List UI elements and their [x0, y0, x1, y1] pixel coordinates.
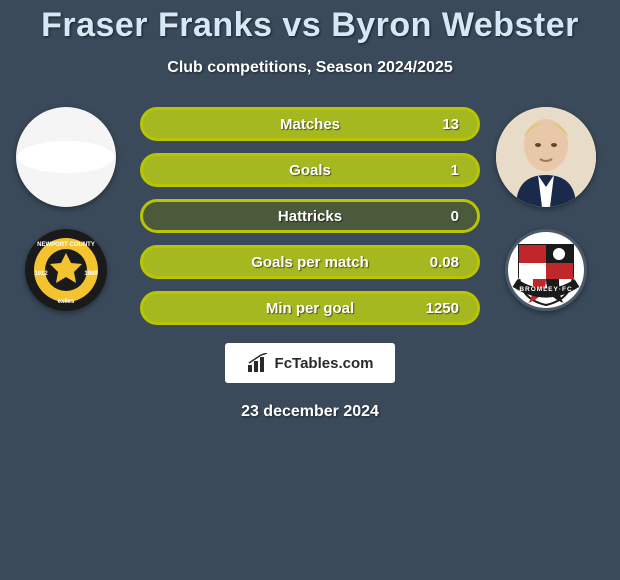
- stat-row: Matches13: [140, 107, 480, 141]
- svg-text:1989: 1989: [84, 271, 98, 277]
- comparison-subtitle: Club competitions, Season 2024/2025: [0, 59, 620, 77]
- stat-label: Goals per match: [201, 254, 419, 271]
- svg-text:BROMLEY·FC: BROMLEY·FC: [519, 286, 572, 293]
- stat-rows: Matches13 Goals1 Hattricks0 Goals per match…: [140, 107, 480, 325]
- chart-icon: [247, 353, 269, 373]
- stat-row: Hattricks0: [140, 199, 480, 233]
- right-player-photo: [496, 107, 596, 207]
- right-club-badge: BROMLEY·FC: [505, 229, 587, 311]
- stat-label: Hattricks: [201, 208, 419, 225]
- branding-badge: FcTables.com: [225, 343, 395, 383]
- svg-text:1912: 1912: [34, 271, 48, 277]
- newport-badge-icon: NEWPORT COUNTY exiles 1912 1989: [25, 229, 107, 311]
- stat-label: Goals: [201, 162, 419, 179]
- stat-right-value: 1: [419, 162, 459, 179]
- branding-text: FcTables.com: [275, 355, 374, 372]
- stat-right-value: 13: [419, 116, 459, 133]
- comparison-date: 23 december 2024: [0, 403, 620, 421]
- comparison-content: NEWPORT COUNTY exiles 1912 1989: [0, 107, 620, 325]
- stat-row: Goals per match0.08: [140, 245, 480, 279]
- bromley-badge-icon: BROMLEY·FC: [505, 229, 587, 311]
- stat-row: Min per goal1250: [140, 291, 480, 325]
- left-player-photo: [16, 107, 116, 207]
- stat-right-value: 0: [419, 208, 459, 225]
- player-portrait-icon: [496, 107, 596, 207]
- left-player-column: NEWPORT COUNTY exiles 1912 1989: [8, 107, 123, 311]
- stat-right-value: 1250: [419, 300, 459, 317]
- svg-text:exiles: exiles: [57, 299, 74, 305]
- placeholder-icon: [16, 137, 116, 177]
- stat-row: Goals1: [140, 153, 480, 187]
- comparison-title: Fraser Franks vs Byron Webster: [0, 0, 620, 45]
- svg-text:NEWPORT COUNTY: NEWPORT COUNTY: [37, 242, 95, 248]
- stat-right-value: 0.08: [419, 254, 459, 271]
- right-player-column: BROMLEY·FC: [493, 107, 598, 311]
- stat-label: Min per goal: [201, 300, 419, 317]
- left-club-badge: NEWPORT COUNTY exiles 1912 1989: [25, 229, 107, 311]
- stat-label: Matches: [201, 116, 419, 133]
